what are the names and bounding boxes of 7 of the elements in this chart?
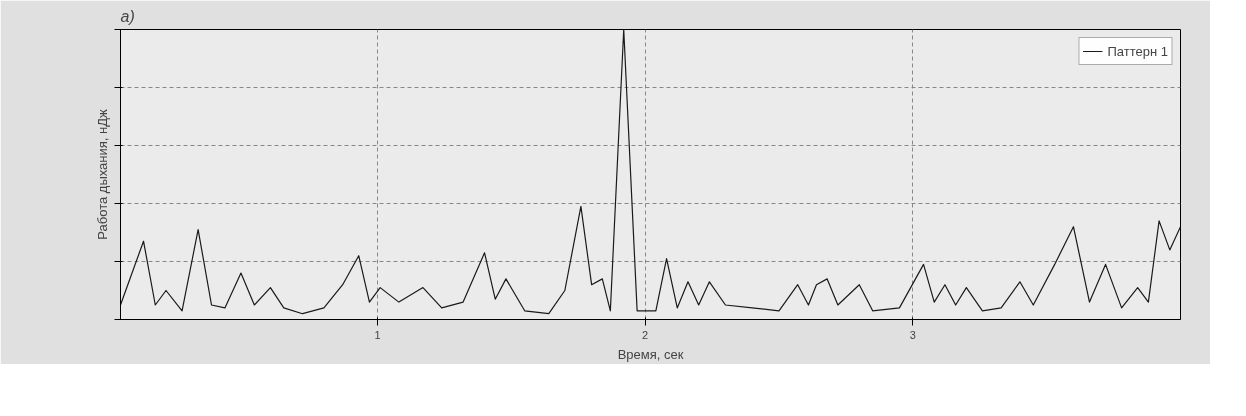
x-tick-label: 3 bbox=[909, 328, 916, 341]
x-tick-label: 1 bbox=[374, 328, 381, 341]
legend-label: Паттерн 1 bbox=[1107, 43, 1168, 59]
x-tick-label: 2 bbox=[642, 328, 649, 341]
y-axis-title: Работа дыхания, нДж bbox=[94, 108, 110, 240]
chart-title: а) bbox=[120, 7, 135, 25]
x-axis-title: Время, сек bbox=[617, 346, 684, 362]
